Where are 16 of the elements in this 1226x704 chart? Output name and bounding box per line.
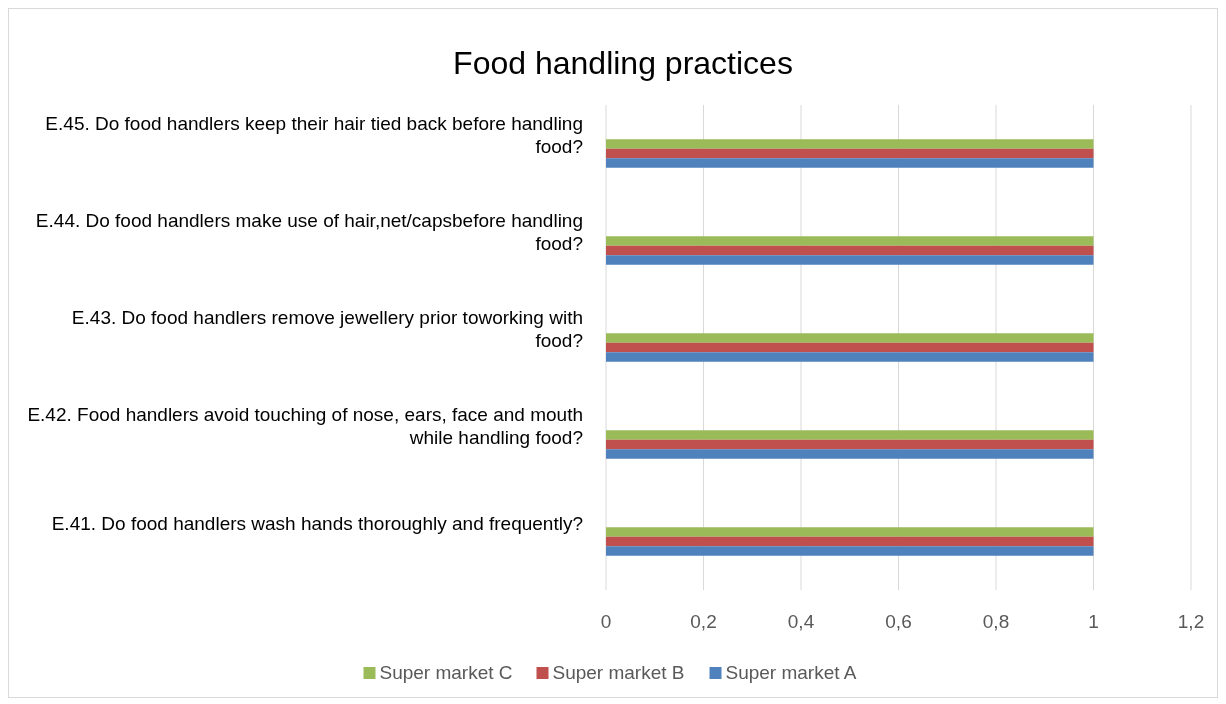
x-tick-label: 0,4 bbox=[787, 611, 815, 632]
y-tick-label: E.42. Food handlers avoid touching of nose, ears, face and mouth while handling food? bbox=[27, 404, 583, 448]
chart-title: Food handling practices bbox=[453, 45, 793, 81]
x-tick-label: 0,6 bbox=[885, 611, 912, 632]
x-tick-label: 0,2 bbox=[690, 611, 717, 632]
x-tick-label: 0 bbox=[600, 611, 612, 632]
x-tick-label: 1 bbox=[1088, 611, 1099, 632]
y-tick-label: E.44. Do food handlers make use of hair,net/capsbefore handling food? bbox=[35, 210, 583, 254]
legend-label: Super market B bbox=[552, 662, 685, 683]
legend-label: Super market A bbox=[725, 662, 857, 683]
x-tick-label: 1,2 bbox=[1177, 611, 1205, 632]
y-tick-label: E.45. Do food handlers keep their hair tied back before handling food? bbox=[45, 113, 583, 157]
legend-label: Super market C bbox=[379, 662, 513, 683]
x-tick-label: 0,8 bbox=[982, 611, 1010, 632]
y-tick-label: E.43. Do food handlers remove jewellery prior toworking with food? bbox=[71, 307, 583, 351]
y-tick-label: E.41. Do food handlers wash hands thoroughly and frequently? bbox=[51, 512, 583, 534]
